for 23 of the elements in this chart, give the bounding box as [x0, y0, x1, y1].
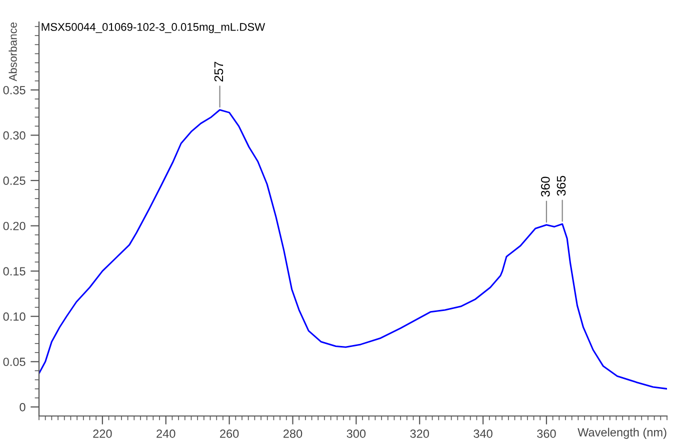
y-tick-label: 0.35	[3, 86, 26, 94]
annotation: 360	[540, 176, 550, 197]
y-tick-label: 0.25	[3, 176, 26, 185]
x-tick-label: 260	[220, 430, 239, 438]
y-tick-label: 0.20	[3, 222, 26, 230]
x-tick-label: 240	[156, 430, 176, 438]
y-tick-label: 0.15	[3, 267, 26, 276]
annotation: 257	[214, 62, 224, 82]
chart-title: MSX50044_01069-102-3_0.015mg_mL.DSW	[42, 23, 266, 34]
x-tick-label: 320	[410, 430, 429, 438]
x-tick-label: 280	[283, 430, 302, 438]
y-axis-title: Absorbance	[8, 22, 17, 82]
x-tick-label: 340	[474, 430, 492, 438]
y-tick-label: 0.30	[3, 131, 26, 140]
y-tick-label: 0	[20, 402, 26, 412]
x-axis-title: Wavelength (nm)	[578, 428, 666, 439]
line-series	[39, 109, 667, 390]
y-tick-label: 0.10	[3, 312, 26, 321]
x-tick-label: 220	[93, 430, 112, 438]
y-tick-label: 0.05	[3, 358, 26, 366]
x-tick-label: 300	[346, 430, 366, 438]
x-tick-label: 360	[537, 430, 556, 438]
annotation: 365	[556, 176, 566, 196]
